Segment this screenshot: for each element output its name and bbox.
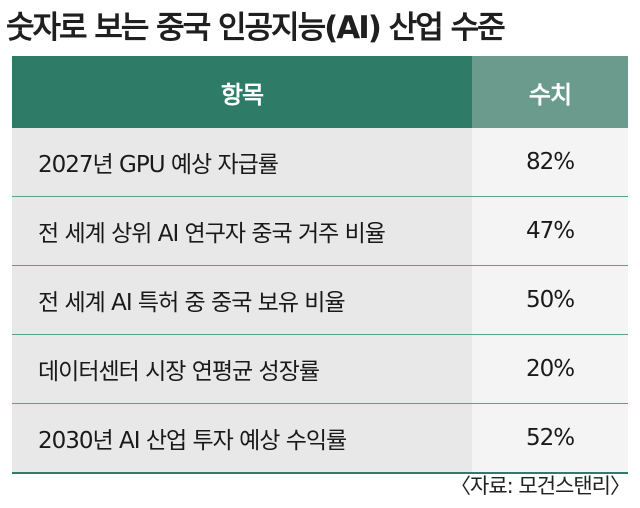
table-row: 2027년 GPU 예상 자급률 82% — [12, 128, 628, 197]
row-value: 52% — [472, 404, 628, 472]
row-item-label: 2027년 GPU 예상 자급률 — [38, 152, 279, 178]
row-item-label: 전 세계 AI 특허 중 중국 보유 비율 — [38, 290, 346, 316]
table-row: 2030년 AI 산업 투자 예상 수익률 52% — [12, 404, 628, 474]
table-header: 항목 수치 — [12, 56, 628, 128]
row-item-label: 전 세계 상위 AI 연구자 중국 거주 비율 — [38, 221, 386, 247]
row-item-label: 데이터센터 시장 연평균 성장률 — [38, 359, 320, 385]
row-value: 82% — [472, 128, 628, 196]
source-credit: 〈자료: 모건스탠리〉 — [450, 474, 631, 498]
row-value: 50% — [472, 266, 628, 334]
table-row: 전 세계 상위 AI 연구자 중국 거주 비율 47% — [12, 197, 628, 266]
header-value: 수치 — [472, 56, 628, 128]
table-row: 데이터센터 시장 연평균 성장률 20% — [12, 335, 628, 404]
table-row: 전 세계 AI 특허 중 중국 보유 비율 50% — [12, 266, 628, 335]
row-item-label: 2030년 AI 산업 투자 예상 수익률 — [38, 428, 347, 454]
page-title: 숫자로 보는 중국 인공지능(AI) 산업 수준 — [6, 10, 506, 46]
row-value: 20% — [472, 335, 628, 403]
row-value: 47% — [472, 197, 628, 265]
data-table: 항목 수치 2027년 GPU 예상 자급률 82% 전 세계 상위 AI 연구… — [12, 56, 628, 474]
header-item: 항목 — [220, 80, 264, 109]
